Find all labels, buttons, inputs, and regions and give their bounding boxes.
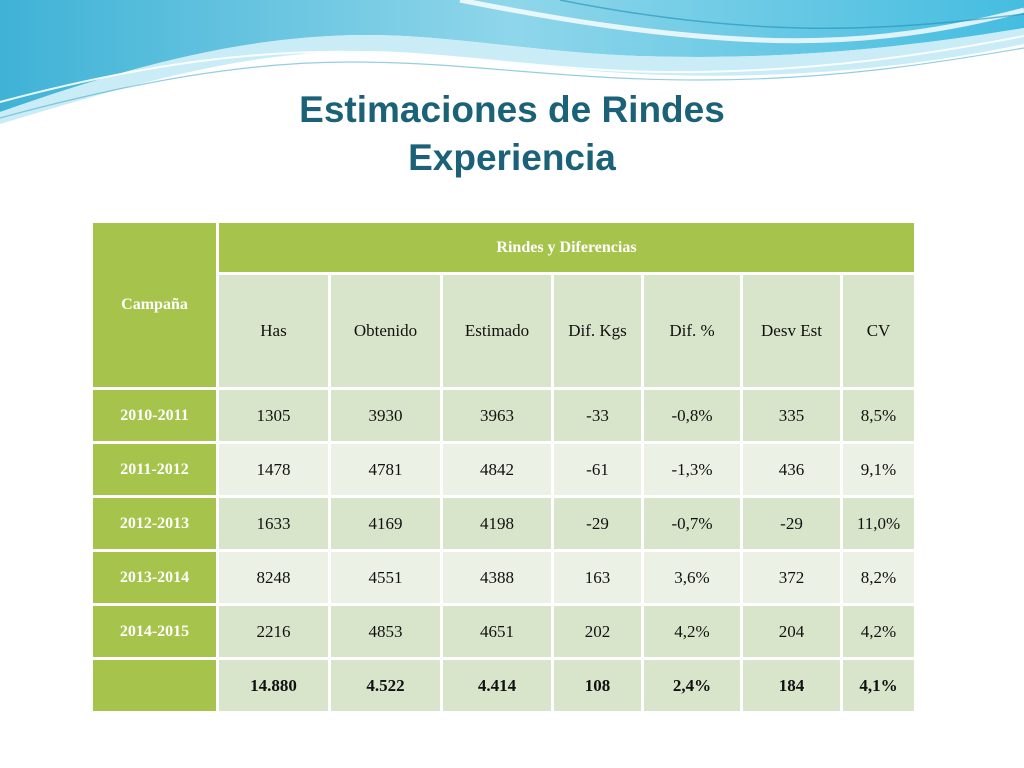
table-cell: 4781 <box>331 444 440 495</box>
table-cell: 436 <box>743 444 840 495</box>
table-cell: 4,2% <box>843 606 914 657</box>
title-line-2: Experiencia <box>408 137 616 178</box>
table-cell: 1633 <box>219 498 328 549</box>
decorative-waves <box>0 0 1024 124</box>
table-cell: 335 <box>743 390 840 441</box>
table-cell: 4853 <box>331 606 440 657</box>
column-header: Has <box>219 275 328 387</box>
campaign-cell: 2013-2014 <box>93 552 216 603</box>
table-cell: 8,5% <box>843 390 914 441</box>
title-line-1: Estimaciones de Rindes <box>299 89 725 130</box>
table-row: 2010-2011 1305 3930 3963 -33 -0,8% 335 8… <box>93 390 914 441</box>
column-header: Desv Est <box>743 275 840 387</box>
campaign-cell: 2011-2012 <box>93 444 216 495</box>
table-cell: 163 <box>554 552 641 603</box>
table-cell: 4,2% <box>644 606 740 657</box>
total-cell: 4,1% <box>843 660 914 711</box>
table-cell: -33 <box>554 390 641 441</box>
table-cell: 4651 <box>443 606 551 657</box>
page-title: Estimaciones de Rindes Experiencia <box>0 86 1024 182</box>
totals-label-cell <box>93 660 216 711</box>
table-cell: 2216 <box>219 606 328 657</box>
table-cell: 4388 <box>443 552 551 603</box>
table-cell: 3963 <box>443 390 551 441</box>
table-cell: 202 <box>554 606 641 657</box>
table-cell: -29 <box>743 498 840 549</box>
column-header: Dif. Kgs <box>554 275 641 387</box>
total-cell: 14.880 <box>219 660 328 711</box>
table-cell: 204 <box>743 606 840 657</box>
table-row: 2012-2013 1633 4169 4198 -29 -0,7% -29 1… <box>93 498 914 549</box>
table-cell: 1305 <box>219 390 328 441</box>
total-cell: 2,4% <box>644 660 740 711</box>
column-header: CV <box>843 275 914 387</box>
total-cell: 4.414 <box>443 660 551 711</box>
column-header: Estimado <box>443 275 551 387</box>
campaign-cell: 2014-2015 <box>93 606 216 657</box>
table-cell: 1478 <box>219 444 328 495</box>
table-cell: 4551 <box>331 552 440 603</box>
total-cell: 4.522 <box>331 660 440 711</box>
table-row: 2014-2015 2216 4853 4651 202 4,2% 204 4,… <box>93 606 914 657</box>
total-cell: 184 <box>743 660 840 711</box>
group-header: Rindes y Diferencias <box>219 223 914 272</box>
total-cell: 108 <box>554 660 641 711</box>
campaign-header: Campaña <box>93 223 216 387</box>
table-cell: 11,0% <box>843 498 914 549</box>
table-cell: -29 <box>554 498 641 549</box>
table-cell: -0,8% <box>644 390 740 441</box>
table-cell: 8,2% <box>843 552 914 603</box>
table-row: 2011-2012 1478 4781 4842 -61 -1,3% 436 9… <box>93 444 914 495</box>
table-cell: 3930 <box>331 390 440 441</box>
table-cell: -61 <box>554 444 641 495</box>
campaign-cell: 2012-2013 <box>93 498 216 549</box>
yield-table: Campaña Rindes y Diferencias Has Obtenid… <box>90 220 917 714</box>
table-cell: 4169 <box>331 498 440 549</box>
column-header: Obtenido <box>331 275 440 387</box>
totals-row: 14.880 4.522 4.414 108 2,4% 184 4,1% <box>93 660 914 711</box>
table-cell: 8248 <box>219 552 328 603</box>
table-cell: 4842 <box>443 444 551 495</box>
campaign-cell: 2010-2011 <box>93 390 216 441</box>
table-cell: 372 <box>743 552 840 603</box>
column-header: Dif. % <box>644 275 740 387</box>
table-cell: 3,6% <box>644 552 740 603</box>
table-row: 2013-2014 8248 4551 4388 163 3,6% 372 8,… <box>93 552 914 603</box>
table-cell: -1,3% <box>644 444 740 495</box>
table-cell: 4198 <box>443 498 551 549</box>
table-cell: -0,7% <box>644 498 740 549</box>
table-cell: 9,1% <box>843 444 914 495</box>
